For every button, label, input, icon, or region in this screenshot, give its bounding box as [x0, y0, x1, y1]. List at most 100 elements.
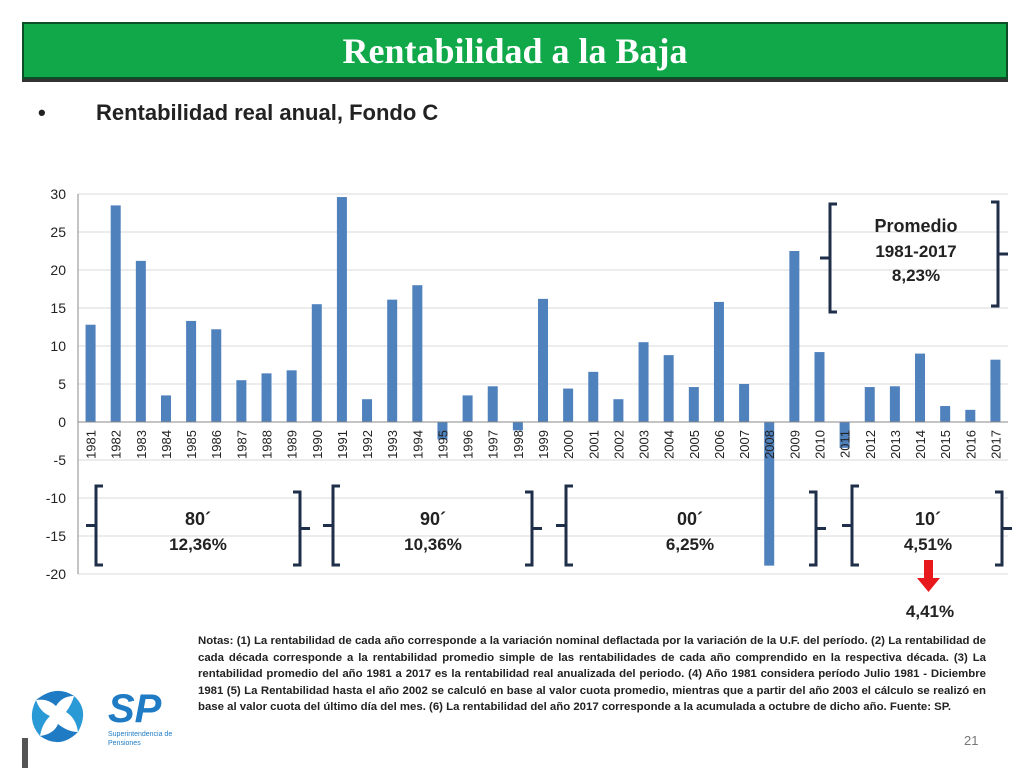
decade-right-bracket [995, 490, 1004, 567]
x-tick-label: 1981 [84, 430, 99, 459]
sp-logo: SP Superintendencia de Pensiones [31, 687, 172, 747]
bar [990, 359, 1001, 422]
bullet-point: • [38, 100, 46, 125]
y-tick-label: -15 [46, 528, 66, 544]
x-tick-label: 1986 [209, 430, 224, 459]
bar [915, 353, 926, 422]
bar [613, 399, 624, 422]
slide-title: Rentabilidad a la Baja [342, 30, 688, 71]
decade-label: 00´ [677, 509, 703, 529]
decade-value: 10,36% [404, 535, 462, 554]
x-tick-label: 1998 [511, 430, 526, 459]
notes-text: Notas: (1) La rentabilidad de cada año c… [198, 635, 986, 714]
y-tick-label: 20 [50, 262, 66, 278]
x-tick-label: 2013 [888, 430, 903, 459]
logo-emblem-icon [31, 690, 84, 743]
x-tick-label: 1985 [184, 430, 199, 459]
y-tick-label: 0 [58, 414, 66, 430]
x-tick-label: 1984 [159, 430, 174, 459]
bar [437, 422, 448, 440]
x-tick-label: 2004 [662, 430, 677, 459]
bar [236, 380, 247, 422]
bar [487, 386, 498, 422]
y-tick-label: -10 [46, 490, 66, 506]
bar [814, 352, 825, 422]
x-tick-label: 1988 [260, 430, 275, 459]
logo-text: SP [108, 687, 162, 731]
bar [286, 370, 297, 422]
x-tick-label: 2002 [611, 430, 626, 459]
logo-line2: Pensiones [108, 740, 141, 747]
decade-value: 6,25% [666, 535, 714, 554]
bar [538, 298, 548, 422]
bar [940, 406, 951, 422]
average-period: 1981-2017 [875, 242, 956, 261]
y-tick-label: 5 [58, 376, 66, 392]
x-tick-label: 2011 [838, 430, 853, 458]
y-tick-label: -5 [54, 452, 67, 468]
bar [110, 205, 121, 422]
x-tick-label: 2014 [913, 430, 928, 459]
bar [85, 324, 96, 422]
bar [362, 399, 373, 422]
x-tick-label: 1982 [109, 430, 124, 459]
x-tick-label: 1983 [134, 430, 149, 459]
decade-value: 12,36% [169, 535, 227, 554]
y-tick-label: -20 [46, 566, 66, 582]
x-tick-label: 1997 [486, 430, 501, 459]
bar [462, 395, 473, 422]
x-tick-label: 2016 [963, 430, 978, 459]
bar [965, 409, 976, 422]
bar [412, 285, 423, 422]
x-tick-label: 1996 [461, 430, 476, 459]
decade-right-bracket [293, 490, 302, 567]
bar [839, 422, 850, 448]
logo-line1: Superintendencia de [108, 731, 172, 738]
bar [311, 304, 322, 422]
bar [512, 422, 523, 431]
decade-label: 10´ [915, 509, 941, 529]
decade-label: 90´ [420, 509, 446, 529]
decade-right-bracket [809, 490, 818, 567]
bar [563, 388, 574, 422]
decade-value: 4,51% [904, 535, 952, 554]
title-bar-shadow [22, 79, 1008, 82]
x-tick-label: 2006 [712, 430, 727, 459]
x-tick-label: 2003 [637, 430, 652, 459]
x-tick-label: 1995 [435, 430, 450, 459]
subtitle-text: Rentabilidad real anual, Fondo C [96, 100, 439, 125]
y-tick-label: 25 [50, 224, 66, 240]
y-tick-label: 10 [50, 338, 66, 354]
average-left-bracket [828, 202, 837, 314]
bar [713, 301, 724, 422]
x-tick-label: 1993 [385, 430, 400, 459]
x-tick-label: 2001 [586, 430, 601, 459]
title-bar: Rentabilidad a la Baja [22, 22, 1008, 79]
bar [336, 197, 347, 422]
page-number: 21 [964, 733, 979, 748]
average-value: 8,23% [892, 266, 940, 285]
bar [688, 387, 699, 422]
x-tick-label: 2010 [812, 430, 827, 459]
x-tick-label: 2005 [687, 430, 702, 459]
x-tick-label: 1992 [360, 430, 375, 459]
x-tick-label: 1994 [410, 430, 425, 459]
x-tick-label: 1991 [335, 430, 350, 459]
decade-label: 80´ [185, 509, 211, 529]
bar [211, 329, 222, 422]
bar [764, 422, 775, 566]
bar [739, 384, 750, 422]
average-right-bracket [991, 200, 1000, 308]
bar [261, 373, 272, 422]
bar [638, 342, 649, 422]
x-tick-label: 2009 [787, 430, 802, 459]
chart-subtitle: • Rentabilidad real anual, Fondo C [38, 100, 438, 126]
bar [160, 395, 171, 422]
x-tick-label: 2008 [762, 430, 777, 459]
left-decor-strip [22, 738, 28, 768]
bar [387, 299, 398, 422]
bar [186, 320, 197, 422]
bar [789, 251, 800, 422]
bar [889, 386, 900, 422]
